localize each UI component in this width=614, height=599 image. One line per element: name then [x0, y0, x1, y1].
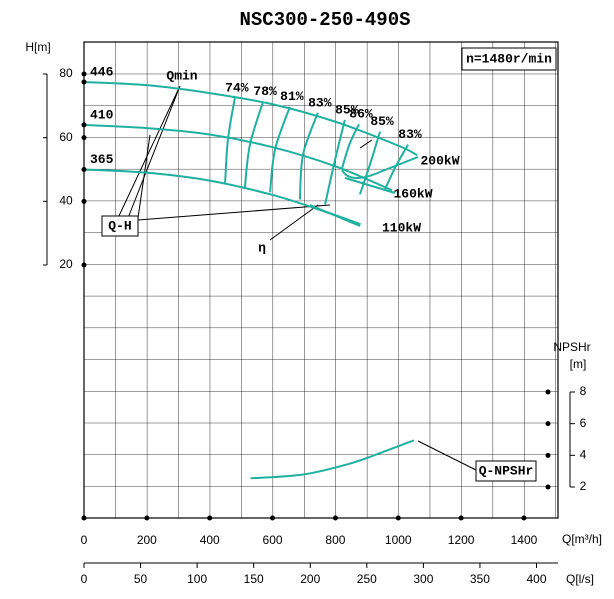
series-name: Q-NPSHr [479, 463, 534, 478]
npsh-box [475, 460, 537, 482]
efficiency-line [340, 123, 360, 170]
x2-tick-label: 350 [470, 572, 490, 586]
efficiency-label: 85% [370, 114, 394, 129]
power-curve [341, 156, 419, 179]
efficiency-line [298, 112, 319, 200]
series-start [81, 122, 87, 128]
efficiency-label: 86% [349, 107, 373, 122]
x-tick-label: 200 [137, 533, 157, 547]
y-axis-label: H[m] [25, 40, 50, 54]
efficiency-line [243, 101, 265, 188]
y-tick-label: 60 [59, 130, 73, 144]
y-tick [81, 135, 87, 141]
power-label: 110kW [382, 220, 421, 235]
y2-tick-label: 4 [580, 448, 587, 462]
qh-label: Q-H [108, 218, 131, 233]
power-label: 160kW [393, 186, 432, 201]
speed-box [461, 47, 557, 71]
efficiency-line [269, 106, 291, 193]
y2-tick [545, 421, 551, 427]
x2-tick-label: 200 [300, 572, 320, 586]
y2-tick-label: 2 [580, 479, 587, 493]
x-tick-label: 1200 [448, 533, 475, 547]
x2-axis-label: Q[l/s] [566, 572, 594, 586]
y-tick-label: 20 [59, 257, 73, 271]
x2-tick-label: 50 [134, 572, 148, 586]
series-start [81, 167, 87, 172]
x-tick [207, 515, 213, 521]
y2-tick [545, 452, 551, 458]
eta-label: η [258, 240, 266, 255]
efficiency-line [358, 131, 381, 195]
series-line [83, 80, 418, 157]
series-line [83, 123, 393, 192]
x-tick [395, 515, 401, 521]
y-tick [81, 198, 87, 204]
x-tick [521, 515, 527, 521]
y-tick [81, 71, 87, 77]
y2-tick [545, 484, 551, 490]
x2-tick-label: 300 [413, 572, 433, 586]
plot-grid [83, 41, 559, 519]
y2-axis-label: [m] [570, 357, 587, 371]
y2-tick [545, 389, 551, 395]
efficiency-label: 85% [335, 102, 359, 117]
x-tick [332, 515, 338, 521]
y-tick-label: 40 [59, 194, 73, 208]
series-name: 410 [90, 107, 114, 122]
efficiency-label: 74% [225, 80, 249, 95]
x2-tick-label: 0 [81, 572, 88, 586]
x-tick-label: 600 [263, 533, 283, 547]
x-tick-label: 1400 [511, 533, 538, 547]
y-tick [81, 262, 87, 268]
x2-tick-label: 400 [526, 572, 546, 586]
efficiency-label: 83% [308, 95, 332, 110]
x2-tick-label: 150 [244, 572, 264, 586]
power-curve [344, 177, 396, 194]
eff-leader [359, 139, 373, 149]
chart-title: NSC300-250-490S [239, 9, 410, 31]
qh-leader [137, 134, 151, 219]
x-axis-label: Q[m³/h] [562, 532, 602, 546]
series-name: 365 [90, 152, 114, 167]
efficiency-label: 78% [253, 84, 277, 99]
x-tick [144, 515, 150, 521]
efficiency-line [224, 97, 236, 183]
x-tick-label: 1000 [385, 533, 412, 547]
x-tick-label: 400 [200, 533, 220, 547]
efficiency-line [324, 119, 346, 205]
y2-tick-label: 8 [580, 384, 587, 398]
npsh-leader [417, 440, 477, 471]
speed-label: n=1480r/min [466, 51, 552, 66]
x2-tick-label: 100 [187, 572, 207, 586]
y-tick-label: 80 [59, 66, 73, 80]
eta-leader [269, 204, 319, 241]
qh-box [101, 215, 139, 237]
efficiency-label: 81% [280, 89, 304, 104]
series-line [83, 168, 361, 226]
power-label: 200kW [420, 153, 459, 168]
series-start [81, 79, 87, 85]
qmin-label: Qmin [166, 68, 197, 83]
qh-leader [137, 204, 331, 221]
efficiency-label: 83% [398, 127, 422, 142]
x-tick-label: 800 [325, 533, 345, 547]
qmin-leader [117, 85, 181, 219]
series-line [250, 439, 415, 480]
x-tick [81, 515, 87, 521]
x2-tick-label: 250 [357, 572, 377, 586]
y2-tick-label: 6 [580, 416, 587, 430]
efficiency-line [384, 144, 409, 190]
y2-axis-label: NPSHr [553, 340, 590, 354]
x-tick [458, 515, 464, 521]
x-tick-label: 0 [81, 533, 88, 547]
x-tick [270, 515, 276, 521]
series-name: 446 [90, 64, 114, 79]
